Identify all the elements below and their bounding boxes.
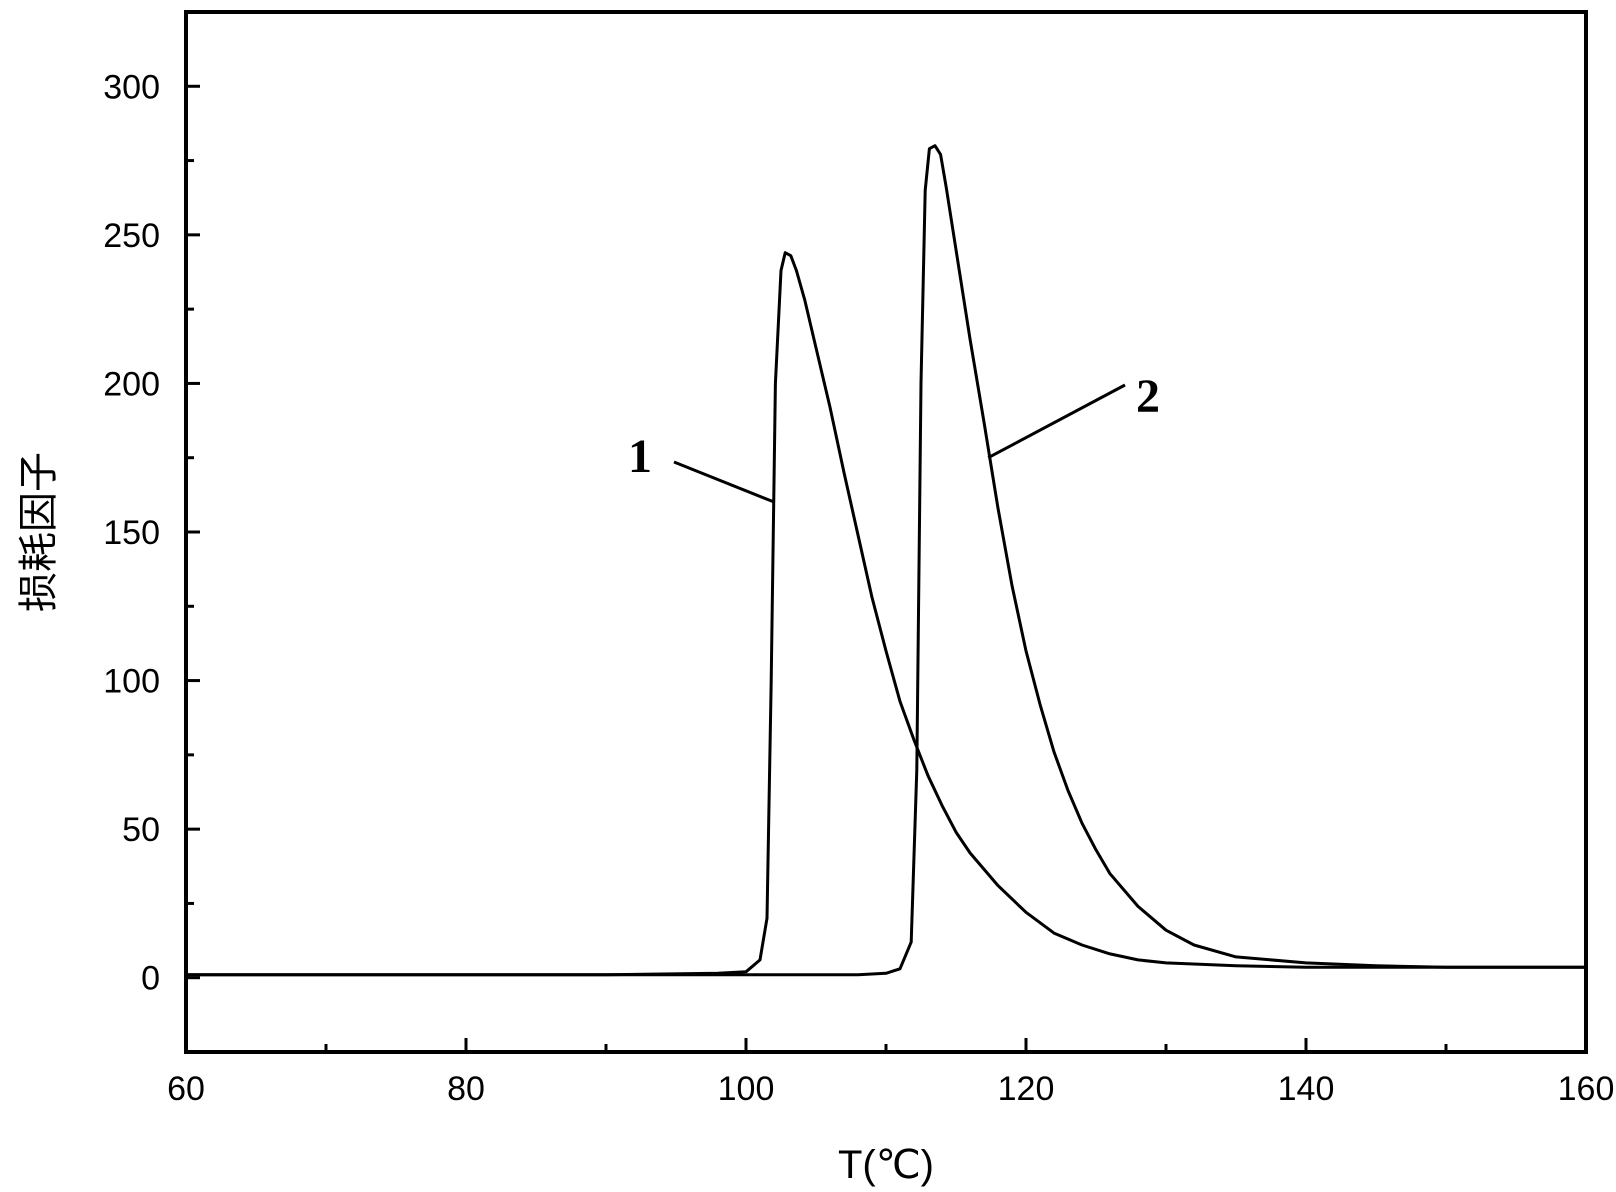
annotation-label-1: 1 bbox=[628, 430, 652, 483]
y-axis-label: 损耗因子 bbox=[17, 452, 61, 612]
y-tick-label: 250 bbox=[103, 217, 160, 255]
y-tick-label: 50 bbox=[122, 811, 160, 849]
x-tick-label: 100 bbox=[718, 1070, 775, 1108]
series-line-1 bbox=[186, 251, 1586, 977]
x-tick-label: 80 bbox=[447, 1070, 485, 1108]
y-tick-label: 0 bbox=[141, 960, 160, 998]
annotation-leader-2 bbox=[987, 383, 1126, 460]
x-axis-label: T(℃) bbox=[838, 1143, 934, 1187]
x-tick-label: 160 bbox=[1558, 1070, 1615, 1108]
x-tick-label: 60 bbox=[167, 1070, 205, 1108]
y-tick-label: 300 bbox=[103, 68, 160, 106]
y-tick-label: 100 bbox=[103, 663, 160, 701]
axis-ticks: 60 80 100 120 140 160 0 50 100 150 200 250 300 bbox=[103, 10, 1615, 1108]
annotation-label-2: 2 bbox=[1136, 370, 1160, 423]
annotation-leader-1 bbox=[673, 460, 776, 504]
plot-frame bbox=[184, 10, 1588, 1054]
curve-annotations: 12 bbox=[628, 370, 1160, 504]
y-tick-label: 150 bbox=[103, 514, 160, 552]
series-line-2 bbox=[186, 144, 1586, 977]
x-tick-label: 140 bbox=[1278, 1070, 1335, 1108]
y-tick-label: 200 bbox=[103, 365, 160, 403]
curves bbox=[186, 144, 1586, 977]
x-tick-label: 120 bbox=[998, 1070, 1055, 1108]
